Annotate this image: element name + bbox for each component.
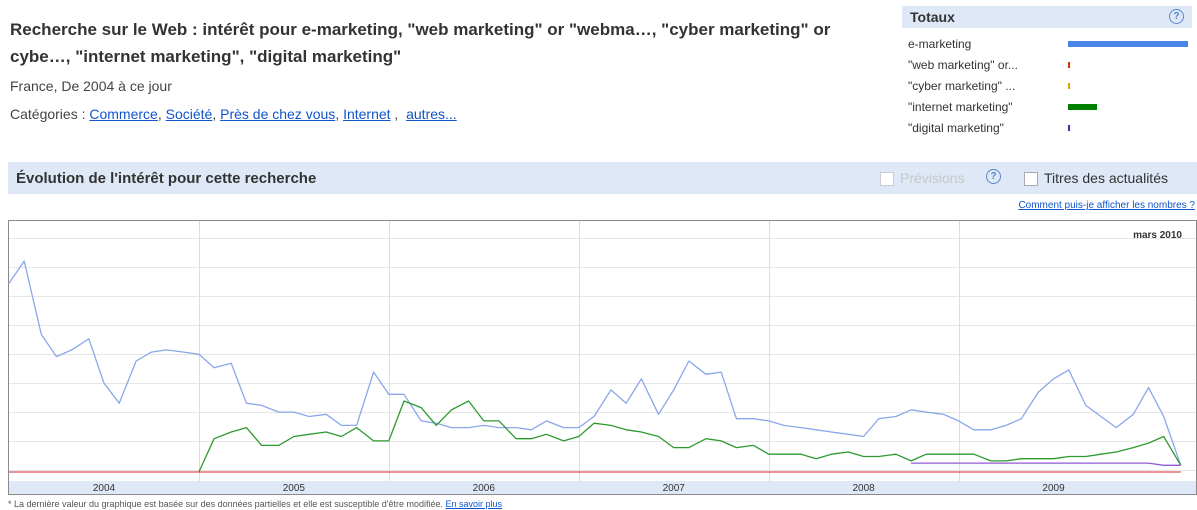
category-link-pres-de-chez-vous[interactable]: Près de chez vous bbox=[220, 106, 336, 122]
forecast-label: Prévisions bbox=[900, 170, 965, 186]
category-link-commerce[interactable]: Commerce bbox=[89, 106, 158, 122]
series-lines bbox=[8, 260, 1182, 473]
totals-bar bbox=[1068, 83, 1070, 89]
totals-label: e-marketing bbox=[908, 37, 972, 51]
totals-label: "internet marketing" bbox=[908, 100, 1013, 114]
categories-line: Catégories : Commerce, Société, Près de … bbox=[10, 106, 457, 122]
totals-label: "digital marketing" bbox=[908, 121, 1004, 135]
x-axis-band bbox=[9, 481, 1196, 494]
forecast-checkbox[interactable] bbox=[880, 172, 894, 186]
x-tick-label: 2009 bbox=[1042, 483, 1065, 494]
region-period: France, De 2004 à ce jour bbox=[10, 78, 172, 94]
totals-bar bbox=[1068, 41, 1188, 47]
totals-row: e-marketing bbox=[908, 34, 1192, 54]
category-link-internet[interactable]: Internet bbox=[343, 106, 391, 122]
series-line bbox=[8, 260, 1182, 466]
news-checkbox[interactable] bbox=[1024, 172, 1038, 186]
series-line bbox=[911, 462, 1181, 466]
section-title: Évolution de l'intérêt pour cette recher… bbox=[16, 170, 317, 187]
totals-panel: Totaux ? e-marketing "web marketing" or.… bbox=[902, 6, 1192, 144]
category-link-societe[interactable]: Société bbox=[165, 106, 213, 122]
page-title: Recherche sur le Web : intérêt pour e-ma… bbox=[10, 20, 831, 66]
help-icon[interactable]: ? bbox=[986, 169, 1001, 184]
totals-label: "web marketing" or... bbox=[908, 58, 1018, 72]
x-tick-label: 2006 bbox=[473, 483, 496, 494]
series-line bbox=[198, 400, 1182, 473]
totals-label: "cyber marketing" ... bbox=[908, 79, 1016, 93]
more-categories-link[interactable]: autres... bbox=[406, 106, 457, 122]
news-label: Titres des actualités bbox=[1044, 170, 1168, 186]
grid bbox=[9, 221, 1196, 494]
x-tick-label: 2007 bbox=[663, 483, 686, 494]
section-header: Évolution de l'intérêt pour cette recher… bbox=[8, 162, 1197, 194]
totals-bar bbox=[1068, 104, 1097, 110]
help-icon[interactable]: ? bbox=[1169, 9, 1184, 24]
date-label: mars 2010 bbox=[1133, 230, 1182, 241]
totals-row: "internet marketing" bbox=[908, 97, 1192, 117]
how-to-show-numbers-link[interactable]: Comment puis-je afficher les nombres ? bbox=[1018, 200, 1195, 211]
footnote-text: * La dernière valeur du graphique est ba… bbox=[8, 499, 446, 509]
totals-row: "digital marketing" bbox=[908, 118, 1192, 138]
totals-row: "cyber marketing" ... bbox=[908, 76, 1192, 96]
totals-bar bbox=[1068, 62, 1070, 68]
totals-title: Totaux bbox=[910, 9, 955, 25]
plot-frame bbox=[8, 220, 1197, 495]
totals-row: "web marketing" or... bbox=[908, 55, 1192, 75]
x-tick-label: 2004 bbox=[93, 483, 116, 494]
totals-header: Totaux ? bbox=[902, 6, 1192, 28]
totals-bar bbox=[1068, 125, 1070, 131]
categories-label: Catégories : bbox=[10, 106, 90, 122]
x-ticks: 2004 2005 2006 2007 2008 2009 bbox=[93, 483, 1065, 494]
learn-more-link[interactable]: En savoir plus bbox=[445, 499, 503, 509]
footnote: * La dernière valeur du graphique est ba… bbox=[8, 499, 502, 509]
x-tick-label: 2005 bbox=[283, 483, 306, 494]
x-tick-label: 2008 bbox=[853, 483, 876, 494]
